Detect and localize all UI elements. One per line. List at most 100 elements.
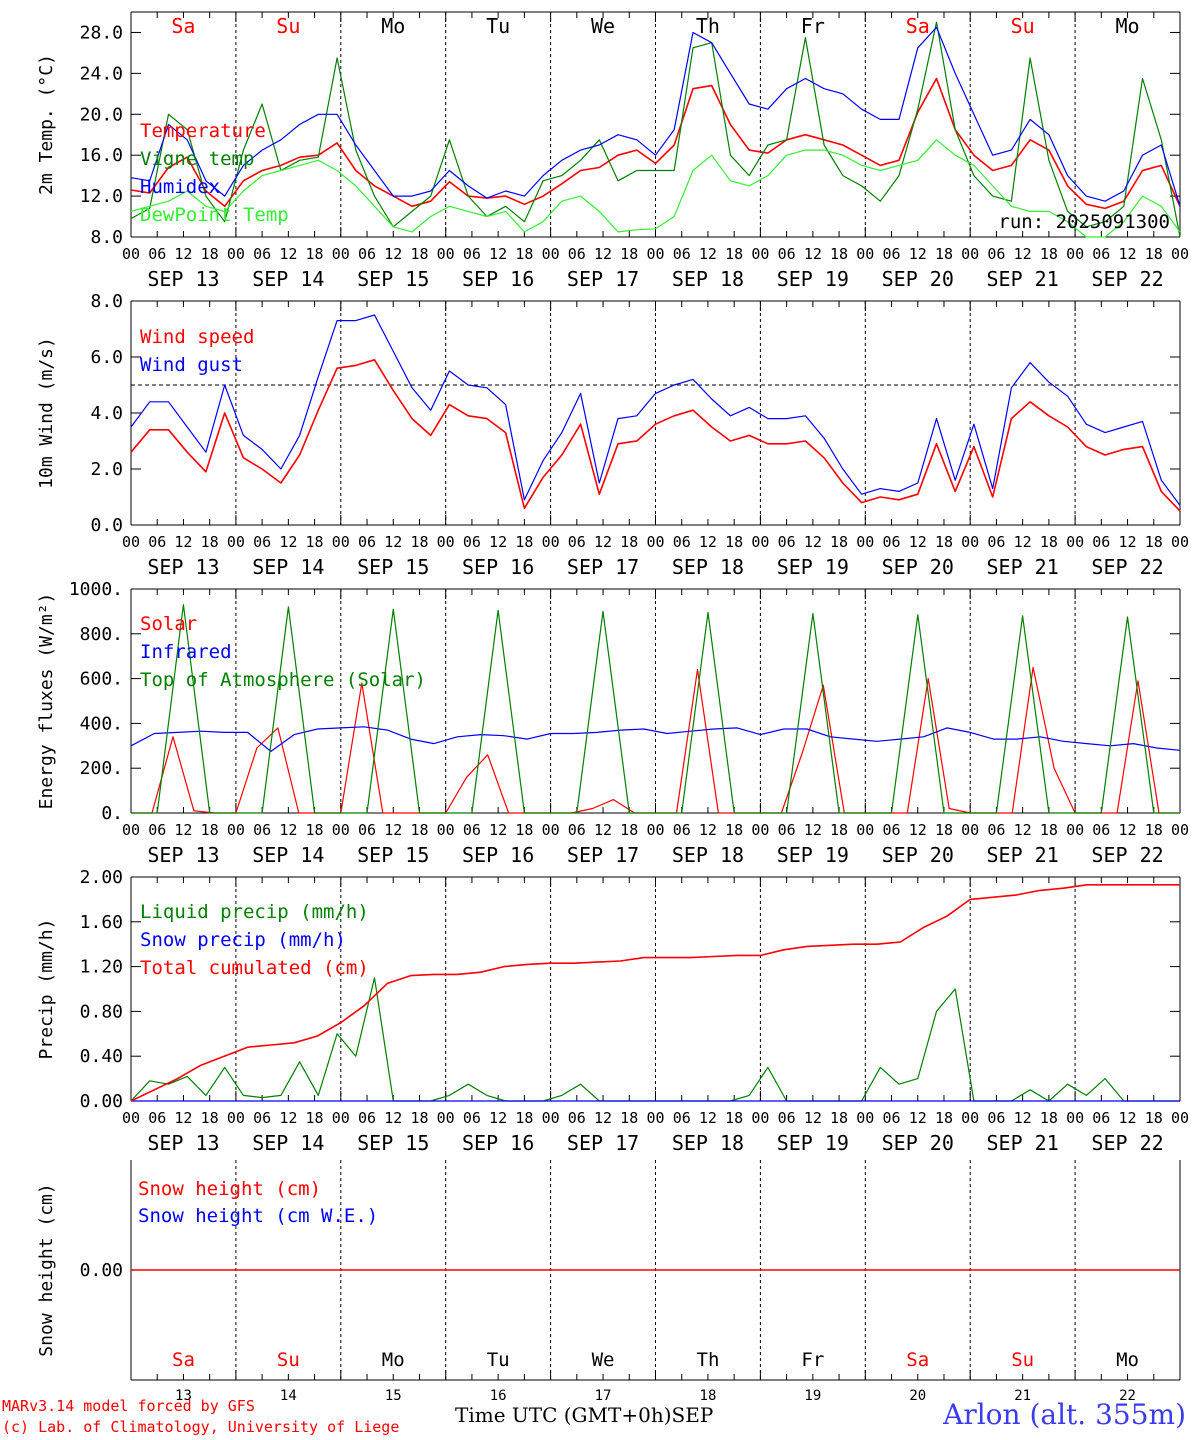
hour-tick-label: 06: [1092, 1109, 1110, 1127]
hour-tick-label: 12: [804, 821, 822, 839]
hour-tick-label: 00: [122, 1109, 140, 1127]
hour-tick-label: 06: [253, 1109, 271, 1127]
legend-entry: Infrared: [140, 641, 232, 663]
hour-tick-label: 18: [830, 245, 848, 263]
legend-entry: Humidex: [140, 176, 220, 198]
day-abbr-label: Mo: [1116, 1349, 1139, 1371]
hour-tick-label: 18: [935, 821, 953, 839]
hour-tick-label: 00: [961, 1109, 979, 1127]
hour-tick-label: 00: [227, 245, 245, 263]
hour-tick-label: 18: [1040, 533, 1058, 551]
hour-tick-label: 06: [148, 821, 166, 839]
hour-tick-label: 18: [1145, 245, 1163, 263]
hour-tick-label: 00: [542, 1109, 560, 1127]
hour-tick-label: 12: [384, 821, 402, 839]
hour-tick-label: 00: [751, 533, 769, 551]
hour-tick-label: 18: [725, 245, 743, 263]
hour-tick-label: 12: [1119, 821, 1137, 839]
hour-tick-label: 18: [830, 821, 848, 839]
date-label: SEP 22: [1091, 555, 1163, 579]
date-label: SEP 18: [672, 555, 744, 579]
hour-tick-label: 06: [358, 821, 376, 839]
legend-entry: Total cumulated (cm): [140, 957, 369, 979]
date-label: SEP 21: [987, 555, 1059, 579]
legend-entry: Temperature: [140, 120, 266, 142]
hour-tick-label: 12: [489, 1109, 507, 1127]
hour-tick-label: 12: [279, 1109, 297, 1127]
hour-tick-label: 18: [410, 1109, 428, 1127]
hour-tick-label: 12: [174, 821, 192, 839]
hour-tick-label: 18: [725, 533, 743, 551]
day-number-label: 19: [804, 1388, 821, 1404]
hour-tick-label: 00: [122, 245, 140, 263]
hour-tick-label: 18: [830, 1109, 848, 1127]
y-tick-label: 2.0: [90, 459, 123, 480]
day-abbr-label: Th: [697, 1349, 720, 1371]
series-line-wind-gust: [130, 314, 1181, 506]
hour-tick-label: 06: [1092, 245, 1110, 263]
series-line-humidex: [130, 26, 1181, 207]
date-label: SEP 21: [987, 267, 1059, 291]
hour-tick-label: 06: [253, 533, 271, 551]
hour-tick-label: 18: [306, 245, 324, 263]
y-tick-label: 28.0: [80, 22, 123, 43]
day-abbr-label: Sa: [171, 14, 195, 38]
hour-tick-label: 12: [909, 533, 927, 551]
y-tick-label: 1000.: [69, 579, 123, 600]
day-abbr-label: Tu: [487, 1349, 510, 1371]
panel-4: 0.00 0.40 0.80 1.20 1.60 2.00 Precip (mm/h) Liq…: [36, 867, 1189, 1155]
date-label: SEP 14: [252, 843, 324, 867]
hour-tick-label: 18: [725, 821, 743, 839]
hour-tick-label: 18: [410, 533, 428, 551]
run-annotation: run: 2025091300: [998, 211, 1170, 233]
day-number-label: 20: [909, 1388, 926, 1404]
hour-tick-label: 06: [673, 533, 691, 551]
date-label: SEP 13: [147, 1131, 219, 1155]
date-label: SEP 18: [672, 843, 744, 867]
hour-tick-label: 06: [148, 245, 166, 263]
hour-tick-label: 18: [1145, 533, 1163, 551]
hour-tick-label: 06: [253, 821, 271, 839]
hour-tick-label: 12: [384, 1109, 402, 1127]
month-label: SEP: [671, 1403, 714, 1427]
date-label: SEP 17: [567, 267, 639, 291]
hour-tick-label: 12: [699, 245, 717, 263]
panel-3: 0. 200. 400. 600. 800. 1000. Energy fluxes (W/…: [36, 579, 1189, 867]
hour-tick-label: 00: [856, 821, 874, 839]
hour-tick-label: 18: [515, 821, 533, 839]
legend-entry: Wind speed: [140, 326, 254, 348]
hour-tick-label: 12: [384, 533, 402, 551]
y-tick-label: 400.: [80, 713, 123, 734]
y-tick-label: 8.0: [90, 227, 123, 248]
hour-tick-label: 00: [646, 1109, 664, 1127]
hour-tick-label: 06: [987, 533, 1005, 551]
y-tick-label: 1.60: [80, 912, 123, 933]
hour-tick-label: 18: [1040, 245, 1058, 263]
hour-tick-label: 00: [437, 1109, 455, 1127]
hour-tick-label: 12: [174, 1109, 192, 1127]
day-abbr-label: Th: [696, 14, 720, 38]
legend-entry: Snow height (cm): [138, 1178, 321, 1200]
hour-tick-label: 18: [620, 1109, 638, 1127]
hour-tick-label: 18: [620, 821, 638, 839]
legend-entry: Snow precip (mm/h): [140, 929, 346, 951]
station-name: Arlon (alt. 355m): [943, 1398, 1186, 1431]
hour-tick-label: 18: [620, 245, 638, 263]
hour-tick-label: 18: [1145, 821, 1163, 839]
day-abbr-label: Fr: [801, 1349, 824, 1371]
legend-entry: DewPoint Temp: [140, 204, 289, 226]
hour-tick-label: 06: [1092, 533, 1110, 551]
date-label: SEP 19: [777, 843, 849, 867]
hour-tick-label: 18: [725, 1109, 743, 1127]
hour-tick-label: 06: [568, 821, 586, 839]
day-abbr-label: Fr: [801, 14, 825, 38]
date-label: SEP 14: [252, 555, 324, 579]
y-tick-label: 0.: [101, 803, 123, 824]
date-label: SEP 20: [882, 1131, 954, 1155]
hour-tick-label: 12: [489, 245, 507, 263]
hour-tick-label: 18: [935, 245, 953, 263]
legend-entry: Snow height (cm W.E.): [138, 1205, 378, 1227]
hour-tick-label: 12: [699, 1109, 717, 1127]
hour-tick-label: 12: [699, 821, 717, 839]
